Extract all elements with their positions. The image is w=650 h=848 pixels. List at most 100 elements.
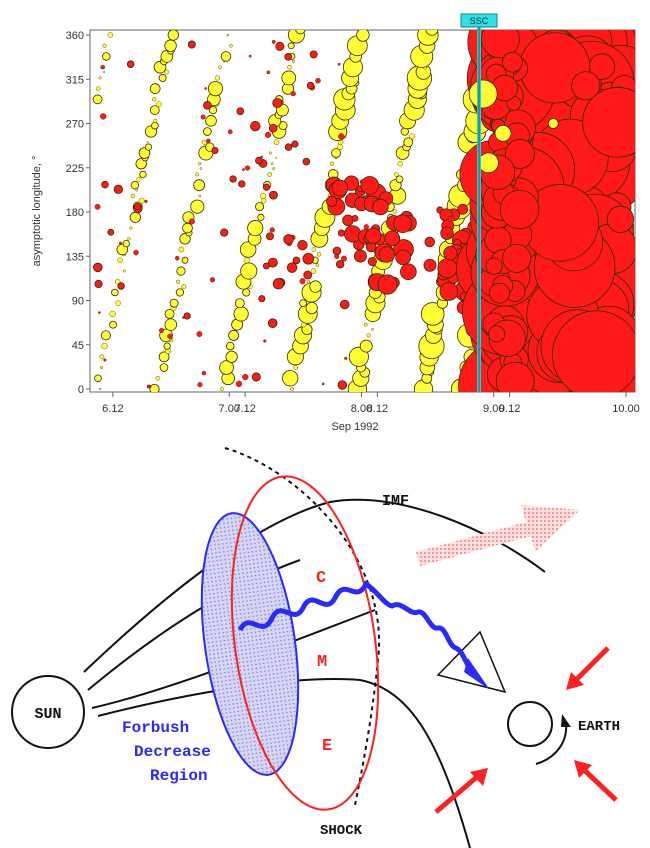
- bubble-marker: [181, 256, 189, 264]
- bubble-marker: [112, 30, 116, 31]
- x-tick-label: 9.00: [483, 403, 504, 415]
- y-tick-label: 225: [66, 163, 84, 175]
- bubble-marker: [178, 246, 185, 253]
- bubble-marker: [356, 30, 370, 42]
- bubble-marker: [284, 143, 293, 151]
- bubble-marker: [229, 175, 237, 183]
- bubble-marker: [198, 194, 202, 198]
- bubble-marker: [275, 156, 278, 159]
- bubble-marker: [235, 380, 243, 388]
- bubble-marker: [269, 227, 275, 233]
- bubble-marker: [437, 258, 458, 279]
- bubble-marker: [331, 179, 349, 197]
- shock-front: [224, 447, 381, 806]
- bubble-marker: [201, 139, 207, 145]
- bubble-marker: [291, 140, 299, 148]
- bubble-marker: [397, 161, 403, 167]
- cme-loop: [230, 475, 380, 811]
- bubble-marker: [268, 123, 278, 133]
- bubble-markers: [92, 30, 635, 392]
- bubble-marker: [310, 268, 317, 274]
- bubble-marker: [225, 350, 238, 363]
- forbush-line-1: Forbush: [122, 719, 189, 737]
- bubble-marker: [267, 172, 272, 177]
- bubble-marker: [229, 43, 233, 48]
- bubble-marker: [149, 83, 161, 94]
- x-tick-label: 9.12: [499, 403, 520, 415]
- trajectory-arrowhead: [464, 658, 490, 690]
- bubble-marker: [220, 228, 229, 237]
- bubble-marker: [293, 365, 298, 370]
- bubble-marker: [332, 246, 342, 256]
- bubble-marker: [111, 288, 119, 297]
- bubble-marker: [102, 43, 107, 48]
- bubble-marker: [393, 172, 399, 177]
- bubble-marker: [94, 203, 101, 210]
- bubble-marker: [417, 30, 439, 46]
- bubble-marker: [174, 255, 180, 261]
- bubble-marker: [290, 387, 294, 391]
- bubble-marker: [340, 255, 347, 262]
- bubble-marker: [272, 167, 276, 170]
- bubble-marker: [547, 118, 559, 129]
- bubble-marker: [338, 133, 345, 140]
- bubble-marker: [443, 245, 458, 261]
- bubble-marker: [263, 339, 267, 343]
- bubble-marker: [129, 226, 133, 230]
- bubble-marker: [504, 138, 535, 169]
- bubble-marker: [196, 331, 203, 338]
- bubble-marker: [158, 73, 167, 82]
- bubble-marker: [255, 156, 263, 165]
- bubble-marker: [220, 387, 224, 391]
- bubble-marker: [316, 252, 322, 257]
- bubble-marker: [495, 361, 535, 392]
- bubble-marker: [502, 51, 523, 73]
- bubble-marker: [363, 322, 368, 327]
- bubble-marker: [92, 94, 103, 105]
- bubble-marker: [243, 257, 250, 264]
- bubble-marker: [107, 228, 115, 236]
- bubble-marker: [365, 227, 382, 244]
- bubble-marker: [240, 262, 258, 280]
- bubble-marker: [207, 81, 224, 97]
- bubble-marker: [122, 269, 126, 273]
- axis-ticks: [86, 34, 627, 397]
- forbush-line-2: Decrease: [134, 743, 211, 761]
- bubble-marker: [275, 41, 285, 51]
- bubble-marker: [292, 59, 295, 63]
- bubble-marker: [151, 121, 159, 130]
- bubble-marker: [383, 274, 389, 280]
- bubble-marker: [109, 310, 116, 318]
- bubble-marker: [129, 211, 141, 223]
- bubble-marker: [100, 113, 107, 120]
- bubble-marker: [395, 175, 404, 184]
- bubble-marker: [247, 220, 264, 237]
- bubble-marker: [606, 205, 635, 233]
- bubble-marker: [176, 279, 181, 284]
- cme-letter-c: C: [316, 569, 326, 588]
- bubble-marker: [130, 180, 140, 190]
- bubble-marker: [144, 143, 153, 151]
- bubble-marker: [164, 318, 178, 331]
- bubble-marker: [219, 360, 234, 375]
- bubble-marker: [187, 40, 196, 49]
- bubble-marker: [164, 308, 175, 319]
- y-tick-label: 360: [66, 30, 84, 42]
- bubble-marker: [272, 98, 283, 109]
- ssc-label: SSC: [470, 16, 489, 26]
- bubble-marker: [393, 214, 412, 234]
- bubble-marker: [337, 380, 348, 390]
- bubble-marker: [425, 30, 439, 36]
- bubble-marker: [295, 30, 306, 35]
- bubble-marker: [326, 195, 338, 207]
- bubble-marker: [257, 213, 265, 221]
- bubble-marker: [250, 120, 261, 132]
- bubble-marker: [103, 71, 106, 73]
- bubble-marker: [292, 256, 301, 265]
- bubble-marker: [136, 176, 142, 182]
- bubble-marker: [115, 279, 121, 285]
- bubble-marker: [155, 101, 162, 108]
- bubble-marker: [315, 78, 321, 84]
- bubble-marker: [109, 320, 118, 329]
